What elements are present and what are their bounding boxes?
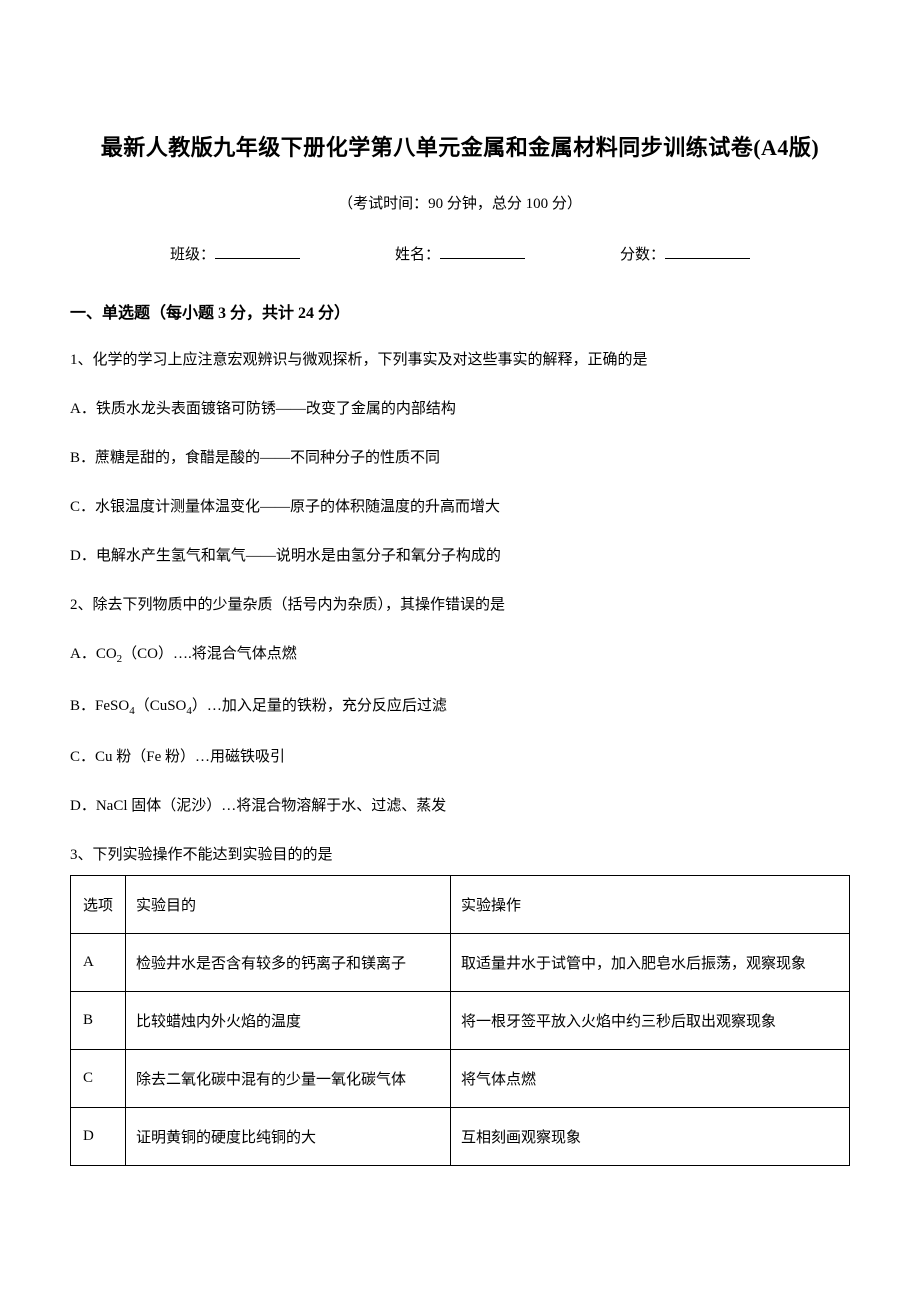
cell-a-purpose: 检验井水是否含有较多的钙离子和镁离子 bbox=[126, 934, 451, 992]
q1-option-d: D．电解水产生氢气和氧气——说明水是由氢分子和氧分子构成的 bbox=[70, 544, 850, 568]
score-blank bbox=[665, 244, 750, 259]
name-label: 姓名： bbox=[395, 243, 440, 264]
exam-info: （考试时间：90 分钟，总分 100 分） bbox=[70, 192, 850, 213]
q3-table: 选项 实验目的 实验操作 A 检验井水是否含有较多的钙离子和镁离子 取适量井水于… bbox=[70, 875, 850, 1166]
q1-stem: 1、化学的学习上应注意宏观辨识与微观探析，下列事实及对这些事实的解释，正确的是 bbox=[70, 348, 850, 372]
name-field: 姓名： bbox=[395, 243, 525, 264]
q2-option-c: C．Cu 粉（Fe 粉）…用磁铁吸引 bbox=[70, 745, 850, 769]
cell-d-purpose: 证明黄铜的硬度比纯铜的大 bbox=[126, 1108, 451, 1166]
name-blank bbox=[440, 244, 525, 259]
cell-b-operation: 将一根牙签平放入火焰中约三秒后取出观察现象 bbox=[451, 992, 850, 1050]
score-field: 分数： bbox=[620, 243, 750, 264]
score-label: 分数： bbox=[620, 243, 665, 264]
q2-option-d: D．NaCl 固体（泥沙）…将混合物溶解于水、过滤、蒸发 bbox=[70, 794, 850, 818]
q2b-pre: B．FeSO bbox=[70, 698, 129, 714]
th-operation: 实验操作 bbox=[451, 876, 850, 934]
q2-stem: 2、除去下列物质中的少量杂质（括号内为杂质），其操作错误的是 bbox=[70, 593, 850, 617]
q2-option-a: A．CO2（CO）….将混合气体点燃 bbox=[70, 642, 850, 669]
cell-b-purpose: 比较蜡烛内外火焰的温度 bbox=[126, 992, 451, 1050]
q3-stem: 3、下列实验操作不能达到实验目的的是 bbox=[70, 843, 850, 867]
q2b-post: ）…加入足量的铁粉，充分反应后过滤 bbox=[192, 698, 447, 714]
section-header: 一、单选题（每小题 3 分，共计 24 分） bbox=[70, 299, 850, 323]
class-label: 班级： bbox=[170, 243, 215, 264]
cell-a-opt: A bbox=[71, 934, 126, 992]
th-purpose: 实验目的 bbox=[126, 876, 451, 934]
table-header-row: 选项 实验目的 实验操作 bbox=[71, 876, 850, 934]
cell-b-opt: B bbox=[71, 992, 126, 1050]
cell-d-operation: 互相刻画观察现象 bbox=[451, 1108, 850, 1166]
q2-option-b: B．FeSO4（CuSO4）…加入足量的铁粉，充分反应后过滤 bbox=[70, 694, 850, 721]
cell-c-opt: C bbox=[71, 1050, 126, 1108]
table-row: A 检验井水是否含有较多的钙离子和镁离子 取适量井水于试管中，加入肥皂水后振荡，… bbox=[71, 934, 850, 992]
q2a-post: （CO）….将混合气体点燃 bbox=[122, 646, 297, 662]
q2a-pre: A．CO bbox=[70, 646, 117, 662]
q1-option-c: C．水银温度计测量体温变化——原子的体积随温度的升高而增大 bbox=[70, 495, 850, 519]
th-option: 选项 bbox=[71, 876, 126, 934]
exam-title: 最新人教版九年级下册化学第八单元金属和金属材料同步训练试卷(A4版) bbox=[70, 130, 850, 162]
q2b-mid: （CuSO bbox=[135, 698, 187, 714]
table-row: C 除去二氧化碳中混有的少量一氧化碳气体 将气体点燃 bbox=[71, 1050, 850, 1108]
class-blank bbox=[215, 244, 300, 259]
cell-c-operation: 将气体点燃 bbox=[451, 1050, 850, 1108]
cell-a-operation: 取适量井水于试管中，加入肥皂水后振荡，观察现象 bbox=[451, 934, 850, 992]
q1-option-a: A．铁质水龙头表面镀铬可防锈——改变了金属的内部结构 bbox=[70, 397, 850, 421]
class-field: 班级： bbox=[170, 243, 300, 264]
table-row: B 比较蜡烛内外火焰的温度 将一根牙签平放入火焰中约三秒后取出观察现象 bbox=[71, 992, 850, 1050]
q1-option-b: B．蔗糖是甜的，食醋是酸的——不同种分子的性质不同 bbox=[70, 446, 850, 470]
student-info-row: 班级： 姓名： 分数： bbox=[70, 243, 850, 264]
table-row: D 证明黄铜的硬度比纯铜的大 互相刻画观察现象 bbox=[71, 1108, 850, 1166]
cell-d-opt: D bbox=[71, 1108, 126, 1166]
cell-c-purpose: 除去二氧化碳中混有的少量一氧化碳气体 bbox=[126, 1050, 451, 1108]
